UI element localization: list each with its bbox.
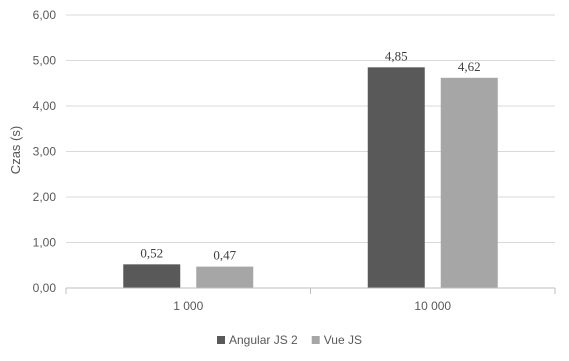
x-tick-label: 1 000 bbox=[173, 299, 203, 313]
legend-label: Vue JS bbox=[324, 333, 362, 347]
y-tick-label: 4,00 bbox=[33, 99, 57, 113]
x-tick-label: 10 000 bbox=[414, 299, 451, 313]
legend-label: Angular JS 2 bbox=[229, 333, 298, 347]
bar bbox=[196, 266, 254, 288]
bar bbox=[440, 77, 498, 288]
data-labels: 0,52 0,47 4,85 4,62 bbox=[140, 48, 480, 262]
y-tick-label: 3,00 bbox=[33, 145, 57, 159]
y-tick-label: 1,00 bbox=[33, 236, 57, 250]
bar bbox=[123, 264, 181, 288]
y-axis-label: Czas (s) bbox=[8, 126, 23, 174]
y-tick-label: 6,00 bbox=[33, 8, 57, 22]
data-label: 0,47 bbox=[213, 248, 236, 263]
data-label: 4,62 bbox=[458, 59, 481, 74]
bars bbox=[123, 67, 498, 288]
legend: Angular JS 2 Vue JS bbox=[217, 333, 362, 347]
data-label: 4,85 bbox=[385, 48, 408, 63]
y-tick-label: 2,00 bbox=[33, 190, 57, 204]
y-tick-label: 0,00 bbox=[33, 281, 57, 295]
legend-swatch bbox=[217, 336, 225, 344]
x-axis: 1 000 10 000 bbox=[65, 287, 556, 313]
y-tick-label: 5,00 bbox=[33, 54, 57, 68]
y-axis-ticks: 0,00 1,00 2,00 3,00 4,00 5,00 6,00 bbox=[33, 8, 57, 295]
bar bbox=[367, 67, 425, 288]
data-label: 0,52 bbox=[140, 245, 163, 260]
legend-swatch bbox=[311, 336, 320, 344]
